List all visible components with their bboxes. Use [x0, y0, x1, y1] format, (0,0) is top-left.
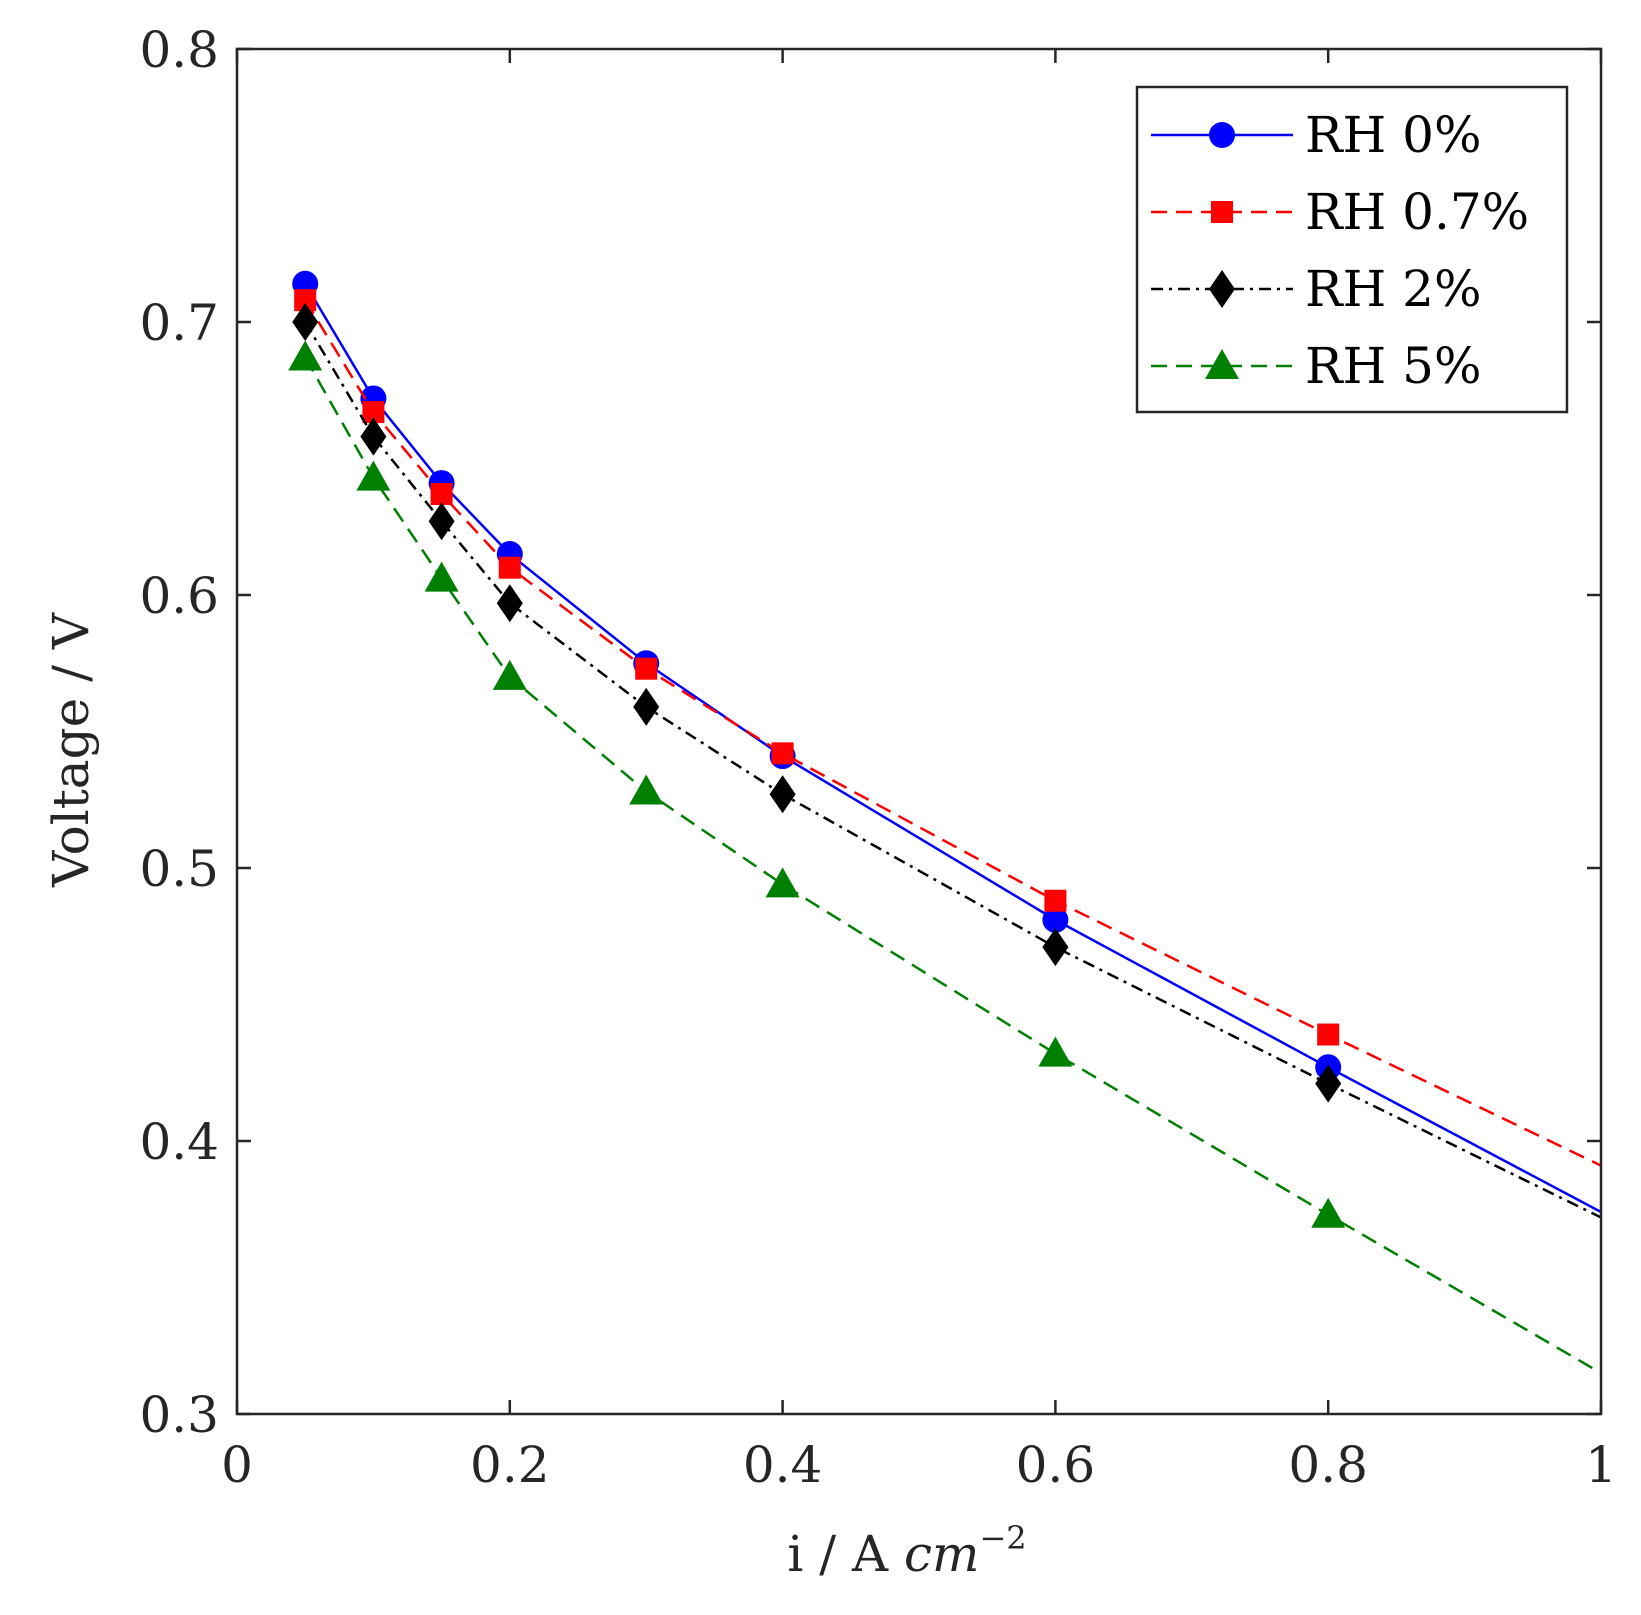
x-tick-label-1: 0	[221, 1436, 253, 1494]
tick-label-layer: 0 0.2 0.4 0.6 0.8 1 0.3 0.4 0.5 0.6 0.7 0.8	[139, 21, 1616, 1494]
series-4-point-2	[356, 460, 391, 491]
series-2-point-5	[635, 657, 658, 680]
series-2-point-2	[362, 401, 385, 424]
legend-marker-3	[1209, 270, 1235, 308]
legend-label-2: RH 0.7%	[1305, 183, 1529, 241]
series-2-point-6	[771, 742, 794, 765]
series-4-point-1	[288, 340, 323, 371]
series-2-point-3	[430, 482, 453, 505]
legend-entry-2: RH 0.7%	[1151, 183, 1529, 241]
legend-marker-1	[1209, 122, 1235, 148]
x-axis-label-exponent: −2	[979, 1519, 1026, 1557]
y-tick-label-1: 0.3	[139, 1386, 219, 1444]
series-4-point-8	[1311, 1197, 1346, 1228]
series-4-point-7	[1038, 1036, 1073, 1067]
series-3-point-5	[633, 687, 660, 726]
legend: RH 0% RH 0.7% RH 2% RH 5%	[1135, 85, 1569, 414]
x-axis-label-main: i / A	[787, 1525, 904, 1583]
series-2-point-7	[1044, 889, 1067, 912]
series-4	[288, 340, 1602, 1375]
series-2	[294, 289, 1602, 1167]
plot-frame	[235, 47, 1603, 1416]
series-4-point-3	[424, 561, 459, 592]
axes-layer	[235, 47, 1603, 1416]
y-tick-label-6: 0.8	[139, 21, 219, 79]
series-3-point-6	[769, 775, 796, 814]
series-2-point-1	[294, 289, 317, 312]
x-tick-label-6: 1	[1585, 1436, 1617, 1494]
series-3-point-3	[428, 502, 455, 541]
series-3-point-1	[292, 303, 319, 341]
series-4-point-6	[765, 867, 800, 898]
series-2-point-4	[498, 556, 521, 579]
legend-entry-4: RH 5%	[1151, 337, 1481, 395]
series-4-point-5	[629, 774, 664, 805]
series-3-point-4	[496, 584, 523, 623]
legend-marker-2	[1211, 201, 1233, 223]
legend-label-4: RH 5%	[1305, 337, 1481, 395]
legend-label-1: RH 0%	[1305, 106, 1481, 164]
series-3-point-8	[1315, 1064, 1342, 1103]
x-axis-label: i / A cm−2	[787, 1519, 1026, 1583]
series-3	[292, 303, 1602, 1219]
legend-marker-4	[1205, 349, 1239, 379]
series-2-point-8	[1317, 1023, 1340, 1046]
series-1-point-7	[1042, 906, 1069, 933]
y-axis-label: Voltage / V	[42, 612, 100, 888]
x-tick-label-3: 0.4	[743, 1436, 823, 1494]
y-tick-label-3: 0.5	[139, 840, 219, 898]
series-3-point-2	[360, 417, 387, 456]
legend-box	[1135, 85, 1569, 414]
y-tick-label-2: 0.4	[139, 1113, 219, 1171]
legend-entry-3: RH 2%	[1151, 260, 1481, 318]
series-3-point-7	[1042, 928, 1069, 967]
legend-entry-1: RH 0%	[1151, 106, 1481, 164]
x-tick-label-5: 0.8	[1288, 1436, 1368, 1494]
x-tick-label-2: 0.2	[470, 1436, 550, 1494]
series-4-point-4	[492, 659, 527, 690]
series-layer	[288, 270, 1602, 1375]
x-axis-label-unit: cm	[904, 1525, 979, 1583]
x-tick-label-4: 0.6	[1016, 1436, 1096, 1494]
legend-label-3: RH 2%	[1305, 260, 1481, 318]
y-tick-label-5: 0.7	[139, 294, 219, 352]
y-tick-label-4: 0.6	[139, 567, 219, 625]
